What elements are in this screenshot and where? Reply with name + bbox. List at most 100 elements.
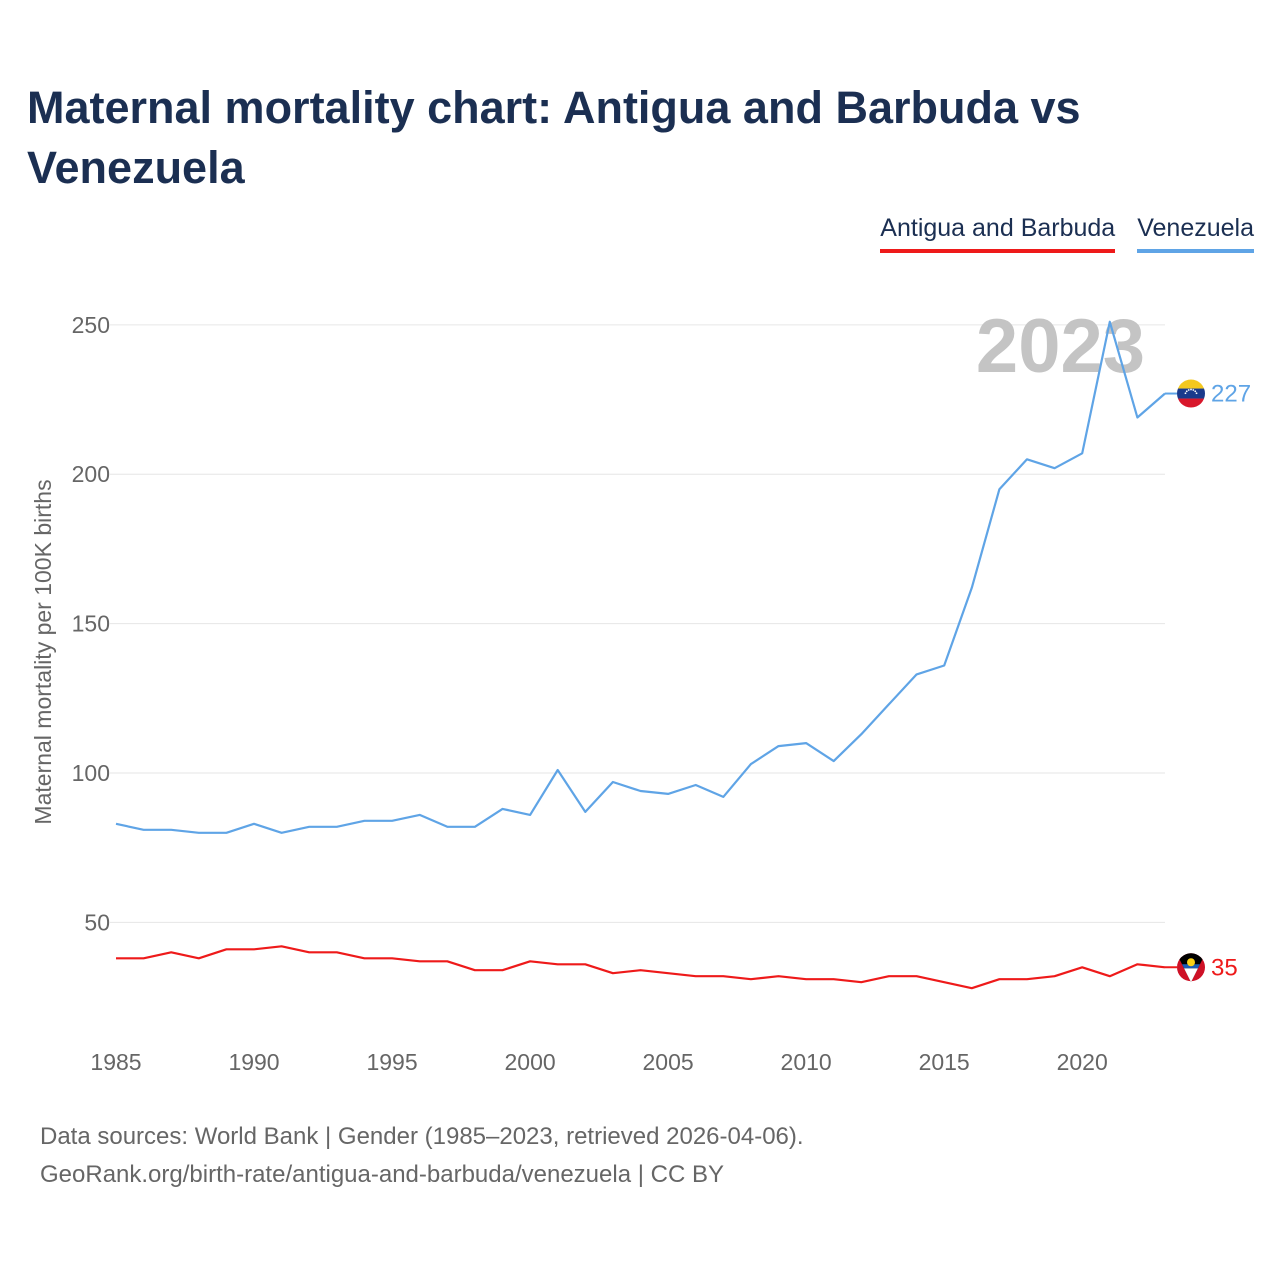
y-tick-label: 250 xyxy=(72,312,110,338)
series-line-antigua-and-barbuda xyxy=(116,945,1166,990)
data-point-venezuela xyxy=(941,662,947,668)
data-point-venezuela xyxy=(361,818,367,824)
data-point-antigua-and-barbuda xyxy=(389,955,395,961)
legend-item-venezuela[interactable]: Venezuela xyxy=(1137,214,1254,253)
line-chart: 50 100 150 200 250 1985 1990 1995 2000 2005 2010 2… xyxy=(30,304,1251,1075)
data-point-venezuela xyxy=(1024,456,1030,462)
data-point-antigua-and-barbuda xyxy=(969,985,975,991)
data-point-antigua-and-barbuda xyxy=(1079,964,1085,970)
data-point-antigua-and-barbuda xyxy=(996,976,1002,982)
source-url: GeoRank.org/birth-rate/antigua-and-barbu… xyxy=(40,1161,724,1188)
x-tick-label: 2020 xyxy=(1057,1049,1108,1075)
x-tick-label: 1995 xyxy=(366,1049,417,1075)
y-tick-label: 100 xyxy=(72,760,110,786)
y-axis-label: Maternal mortality per 100K births xyxy=(30,479,56,824)
data-point-antigua-and-barbuda xyxy=(776,973,782,979)
venezuela-flag-icon xyxy=(1177,379,1205,408)
x-tick-label: 2005 xyxy=(643,1049,694,1075)
x-tick-label: 1990 xyxy=(228,1049,279,1075)
data-point-venezuela xyxy=(499,806,505,812)
data-source-note: Data sources: World Bank | Gender (1985–… xyxy=(40,1123,804,1150)
data-point-antigua-and-barbuda xyxy=(638,967,644,973)
data-point-venezuela xyxy=(803,740,809,746)
page-title: Maternal mortality chart: Antigua and Ba… xyxy=(27,82,1081,193)
legend: Antigua and Barbuda Venezuela xyxy=(880,214,1254,253)
data-point-venezuela xyxy=(555,767,561,773)
data-point-venezuela xyxy=(196,830,202,836)
data-point-venezuela xyxy=(389,818,395,824)
data-point-venezuela xyxy=(306,824,312,830)
data-point-antigua-and-barbuda xyxy=(527,958,533,964)
data-point-venezuela xyxy=(527,812,533,818)
data-point-antigua-and-barbuda xyxy=(1052,973,1058,979)
data-point-venezuela xyxy=(886,701,892,707)
year-watermark: 2023 xyxy=(976,304,1145,389)
data-point-venezuela xyxy=(113,821,119,827)
data-point-antigua-and-barbuda xyxy=(720,973,726,979)
data-point-venezuela xyxy=(996,486,1002,492)
data-point-venezuela xyxy=(1079,450,1085,456)
legend-item-antigua-and-barbuda[interactable]: Antigua and Barbuda xyxy=(880,214,1116,253)
data-point-antigua-and-barbuda xyxy=(334,949,340,955)
x-tick-label: 2000 xyxy=(504,1049,555,1075)
data-point-venezuela xyxy=(168,827,174,833)
data-point-venezuela xyxy=(748,761,754,767)
data-point-antigua-and-barbuda xyxy=(610,970,616,976)
data-point-antigua-and-barbuda xyxy=(251,946,257,952)
data-point-venezuela xyxy=(693,782,699,788)
data-point-venezuela xyxy=(472,824,478,830)
data-point-antigua-and-barbuda xyxy=(306,949,312,955)
data-point-antigua-and-barbuda xyxy=(693,973,699,979)
data-point-antigua-and-barbuda xyxy=(1107,973,1113,979)
data-point-venezuela xyxy=(279,830,285,836)
data-point-antigua-and-barbuda xyxy=(472,967,478,973)
data-point-venezuela xyxy=(1107,319,1113,325)
data-point-venezuela xyxy=(776,743,782,749)
data-point-antigua-and-barbuda xyxy=(1134,961,1140,967)
data-point-venezuela xyxy=(1052,465,1058,471)
data-point-antigua-and-barbuda xyxy=(141,955,147,961)
data-point-antigua-and-barbuda xyxy=(417,958,423,964)
x-tick-label: 1985 xyxy=(90,1049,141,1075)
data-point-antigua-and-barbuda xyxy=(196,955,202,961)
data-point-antigua-and-barbuda xyxy=(748,976,754,982)
data-point-venezuela xyxy=(638,788,644,794)
data-point-antigua-and-barbuda xyxy=(168,949,174,955)
y-tick-label: 50 xyxy=(84,909,110,935)
data-point-venezuela xyxy=(610,779,616,785)
data-point-venezuela xyxy=(720,794,726,800)
data-point-antigua-and-barbuda xyxy=(499,967,505,973)
data-point-antigua-and-barbuda xyxy=(1024,976,1030,982)
data-point-venezuela xyxy=(223,830,229,836)
data-point-venezuela xyxy=(334,824,340,830)
y-tick-label: 150 xyxy=(72,611,110,637)
antigua-and-barbuda-flag-icon xyxy=(1177,953,1205,982)
data-point-venezuela xyxy=(914,671,920,677)
data-point-antigua-and-barbuda xyxy=(858,979,864,985)
data-point-venezuela xyxy=(444,824,450,830)
data-point-antigua-and-barbuda xyxy=(223,946,229,952)
data-point-antigua-and-barbuda xyxy=(941,979,947,985)
data-point-venezuela xyxy=(665,791,671,797)
data-point-antigua-and-barbuda xyxy=(582,961,588,967)
data-point-venezuela xyxy=(1134,414,1140,420)
data-point-antigua-and-barbuda xyxy=(886,973,892,979)
data-point-antigua-and-barbuda xyxy=(555,961,561,967)
data-point-venezuela xyxy=(831,758,837,764)
footer: Data sources: World Bank | Gender (1985–… xyxy=(40,1118,804,1194)
data-point-venezuela xyxy=(417,812,423,818)
x-tick-label: 2015 xyxy=(919,1049,970,1075)
data-point-antigua-and-barbuda xyxy=(914,973,920,979)
data-point-antigua-and-barbuda xyxy=(803,976,809,982)
series-line-venezuela xyxy=(115,320,1166,834)
end-value-label-venezuela: 227 xyxy=(1211,381,1251,408)
data-point-antigua-and-barbuda xyxy=(444,958,450,964)
data-point-venezuela xyxy=(251,821,257,827)
data-point-venezuela xyxy=(141,827,147,833)
data-point-venezuela xyxy=(969,585,975,591)
data-point-venezuela xyxy=(858,731,864,737)
data-point-venezuela xyxy=(582,809,588,815)
data-point-antigua-and-barbuda xyxy=(113,955,119,961)
data-point-antigua-and-barbuda xyxy=(361,955,367,961)
y-tick-label: 200 xyxy=(72,461,110,487)
